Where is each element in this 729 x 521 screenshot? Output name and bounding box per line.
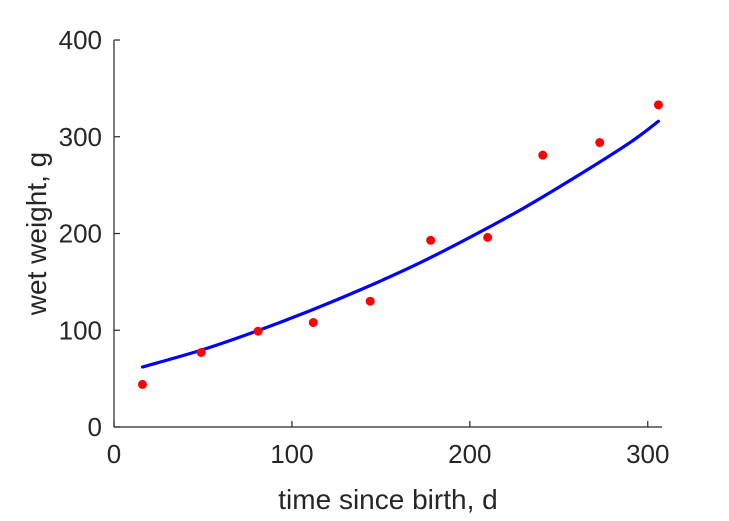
x-tick-label: 200 [448, 439, 491, 469]
ticks: 0 100 200 300 0 100 200 300 400 [59, 25, 670, 469]
data-point [426, 235, 436, 245]
data-point [308, 318, 318, 328]
x-tick-label: 300 [626, 439, 669, 469]
axes [113, 40, 662, 428]
y-tick-label: 100 [59, 315, 102, 345]
y-tick-label: 400 [59, 25, 102, 55]
data-point [595, 138, 605, 148]
x-axis-label: time since birth, d [278, 484, 497, 515]
y-tick-label: 200 [59, 219, 102, 249]
data-point [137, 379, 147, 389]
data-point [196, 348, 206, 358]
y-tick-label: 300 [59, 122, 102, 152]
data-point [483, 232, 493, 242]
plot-area [137, 100, 663, 389]
x-tick-label: 0 [107, 439, 121, 469]
data-point [365, 296, 375, 306]
data-point [538, 150, 548, 160]
y-axis-label: wet weight, g [21, 152, 52, 316]
data-point [653, 100, 663, 110]
fit-curve-line [140, 119, 661, 369]
data-point [253, 326, 263, 336]
x-tick-label: 100 [270, 439, 313, 469]
y-tick-label: 0 [88, 412, 102, 442]
